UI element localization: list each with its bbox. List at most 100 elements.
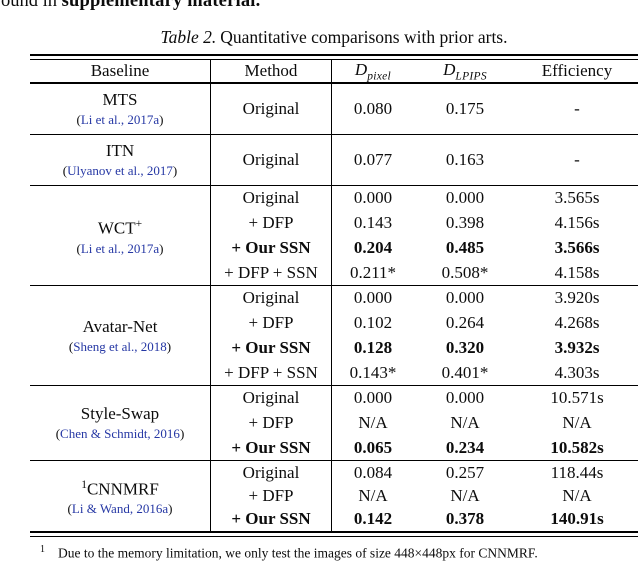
values: N/A N/A N/A [332,484,638,507]
d-pixel-value: N/A [358,413,388,432]
efficiency-value: 3.920s [554,288,600,308]
values: 0.065 0.234 10.582s [332,435,638,460]
table-row: + DFP 0.102 0.264 4.268s [211,310,638,336]
efficiency-value: - [574,150,580,169]
values: 0.102 0.264 4.268s [332,311,638,336]
values: 0.000 0.000 3.565s [332,186,638,211]
table-row: Original 0.000 0.000 3.920s [211,286,638,311]
method-cell: Original [211,84,332,134]
d-lpips-value: 0.264 [445,313,485,333]
efficiency-value: 3.565s [554,188,600,208]
table-footnote: 1 Due to the memory limitation, we only t… [30,544,640,562]
table-row: + DFP + SSN 0.143* 0.401* 4.303s [211,360,638,385]
d-pixel-value: 0.142 [353,509,393,529]
d-pixel-value: 0.211* [349,262,397,282]
citation-link[interactable]: Li et al., 2017a [80,112,160,127]
citation-paren-close: ) [179,426,185,441]
values: 0.204 0.485 3.566s [332,236,638,261]
efficiency-value: 4.268s [554,313,600,333]
values: 0.143* 0.401* 4.303s [332,360,638,385]
values: 0.077 0.163 - [332,135,638,185]
section-rows: Original 0.077 0.163 - [211,135,638,185]
d-pixel-value: 0.204 [353,237,393,257]
d-lpips-value: 0.163 [445,150,485,169]
baseline-name: ITN [106,141,134,161]
d-lpips-value: 0.000 [445,188,485,208]
section-avatar-net: Avatar-Net (Sheng et al., 2018) Original… [30,285,638,385]
efficiency-value: 3.566s [554,237,600,257]
values: 0.143 0.398 4.156s [332,211,638,236]
citation-paren-open: ( [67,501,72,517]
section-rows: Original 0.084 0.257 118.44s + DFP N/A N/A N… [211,461,638,531]
citation-paren-open: ( [76,112,81,127]
d-lpips-base: D [443,59,456,79]
method-cell: Original [211,286,332,311]
section-rows: Original 0.080 0.175 - [211,84,638,134]
values: 0.211* 0.508* 4.158s [332,260,638,285]
efficiency-value: 10.582s [550,437,604,457]
header-method: Method [211,60,332,82]
table-row: + DFP 0.143 0.398 4.156s [211,210,638,236]
d-lpips-value: 0.320 [445,337,485,357]
d-lpips-value: 0.257 [445,462,485,482]
citation-link[interactable]: Chen & Schmidt, 2016 [60,426,180,441]
table-caption: Table 2. Quantitative comparisons with pr… [30,27,638,48]
d-pixel-value: 0.065 [353,437,393,457]
body-text-regular: ound in [1,0,62,11]
values: 0.084 0.257 118.44s [332,461,638,484]
d-pixel-sub: pixel [367,70,392,83]
baseline-name-text: Style-Swap [80,404,160,423]
d-pixel-value: 0.143* [349,362,397,382]
efficiency-value: 4.156s [554,213,600,233]
method-cell: + Our SSN [211,435,332,461]
header-metrics: Dpixel DLPIPS Efficiency [332,60,638,82]
table-row-ours: + Our SSN 0.065 0.234 10.582s [211,435,638,461]
method-cell: + DFP [211,210,332,236]
section-cnnmrf: 1CNNMRF (Li & Wand, 2016a) Original 0.08… [30,460,638,531]
efficiency-value: 118.44s [550,462,604,482]
baseline-cell: MTS (Li et al., 2017a) [30,84,211,134]
body-text-period: . [255,0,261,11]
citation-paren-open: ( [55,426,61,441]
citation-paren-open: ( [76,240,81,256]
values: 0.142 0.378 140.91s [332,508,638,531]
baseline-cell: 1CNNMRF (Li & Wand, 2016a) [30,461,211,531]
header-baseline: Baseline [30,60,211,82]
baseline-name: Avatar-Net [83,317,158,337]
body-text-fragment: ound in supplementary material. [1,0,260,12]
table-row-ours: + Our SSN 0.142 0.378 140.91s [211,507,638,531]
table-row: + DFP N/A N/A N/A [211,410,638,436]
citation-link[interactable]: Sheng et al., 2018 [73,338,167,354]
citation-link[interactable]: Ulyanov et al., 2017 [67,163,173,178]
citation: (Li et al., 2017a) [76,111,163,128]
d-lpips-value: 0.378 [445,509,485,529]
table-row: Original 0.084 0.257 118.44s [211,461,638,485]
d-lpips-value: 0.398 [445,213,485,233]
d-lpips-value: N/A [450,485,480,505]
baseline-presuperscript: 1 [81,478,87,491]
table-row-ours: + Our SSN 0.204 0.485 3.566s [211,235,638,261]
citation-link[interactable]: Li et al., 2017a [80,240,160,256]
section-rows: Original 0.000 0.000 10.571s + DFP N/A N/A N… [211,386,638,461]
values: 0.128 0.320 3.932s [332,336,638,361]
efficiency-value: 3.932s [554,337,600,357]
efficiency-value: N/A [562,413,592,432]
table-2: Baseline Method Dpixel DLPIPS Efficiency… [30,54,638,537]
citation-paren-close: ) [166,338,172,354]
method-cell: Original [211,461,332,485]
table-top-double-rule [30,54,638,60]
baseline-name: 1CNNMRF [81,475,159,500]
method-cell: + Our SSN [211,335,332,361]
citation-paren-close: ) [168,501,173,517]
body-text-bold: supplementary material [61,0,256,11]
method-cell: Original [211,135,332,185]
method-cell: + Our SSN [211,507,332,531]
baseline-name: MTS [103,90,138,110]
section-itn: ITN (Ulyanov et al., 2017) Original 0.07… [30,134,638,185]
citation-link[interactable]: Li & Wand, 2016a [71,501,169,517]
d-lpips-value: 0.401* [441,362,489,382]
baseline-name-text: WCT [97,218,136,238]
baseline-cell: Avatar-Net (Sheng et al., 2018) [30,286,211,385]
baseline-cell: ITN (Ulyanov et al., 2017) [30,135,211,185]
citation: (Sheng et al., 2018) [69,338,171,355]
